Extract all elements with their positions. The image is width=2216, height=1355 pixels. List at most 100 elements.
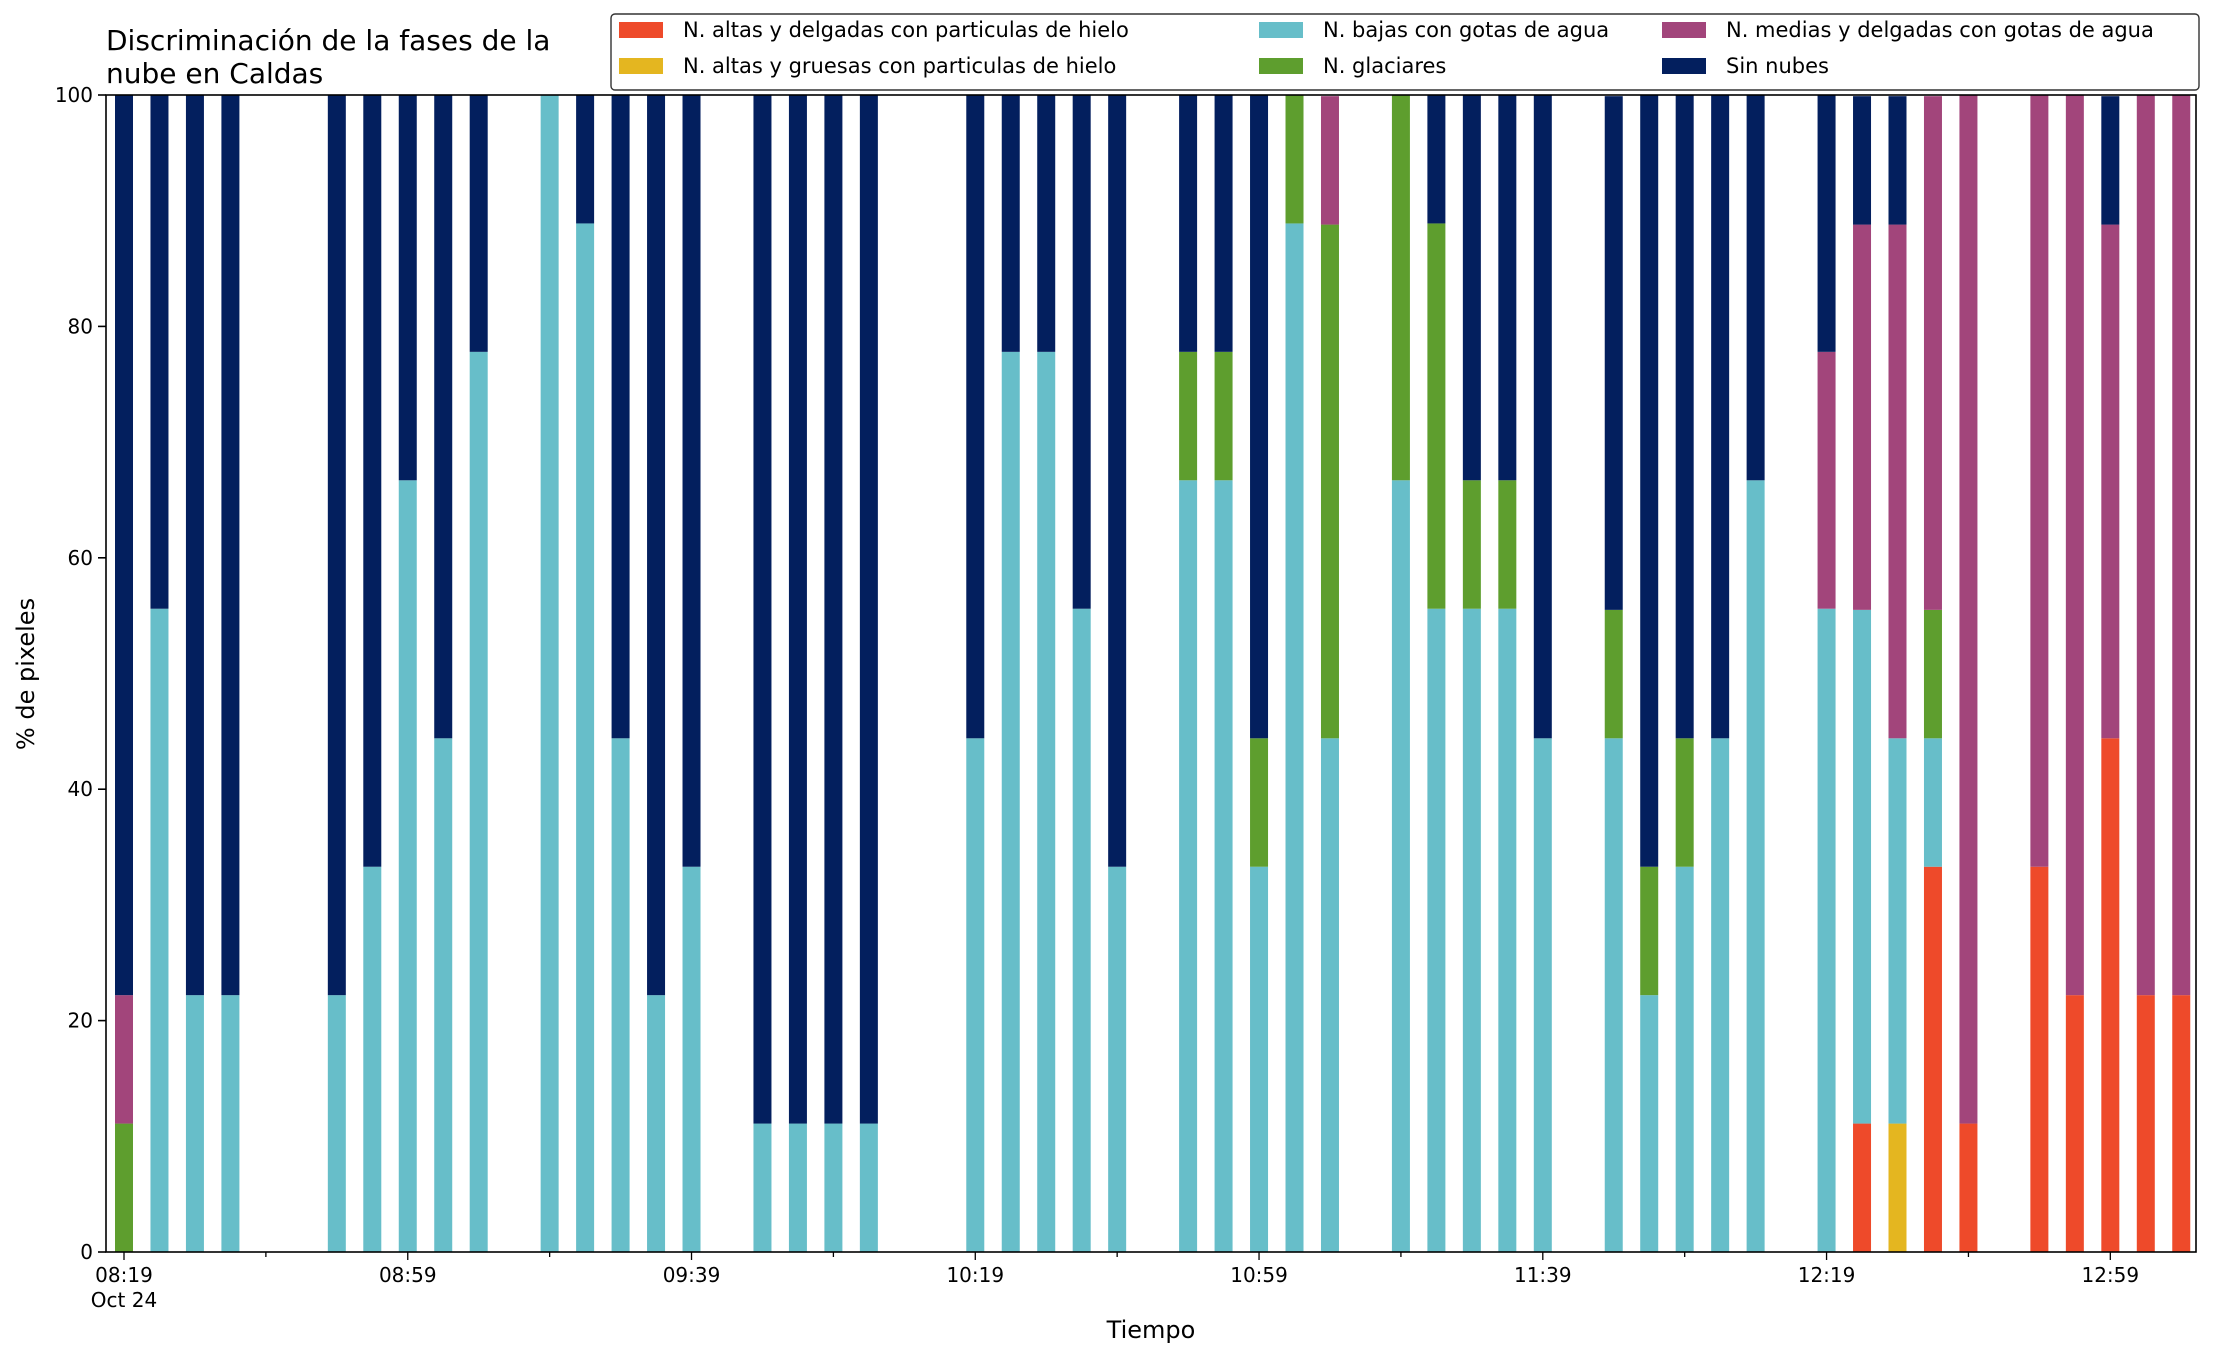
bar-segment-38-5 (1817, 95, 1836, 352)
x-tick-sublabel-0: Oct 24 (91, 1288, 157, 1312)
bar-segment-27-2 (1320, 738, 1339, 1252)
bar-segment-31-5 (1498, 95, 1517, 481)
bar-segment-37-5 (1746, 95, 1765, 481)
bar-segment-45-0 (2101, 738, 2120, 1252)
bar-segment-18-2 (966, 738, 985, 1252)
legend-swatch-5 (1662, 58, 1706, 74)
legend-swatch-1 (619, 58, 663, 74)
legend-label-2: N. bajas con gotas de agua (1323, 18, 1609, 42)
legend-swatch-0 (619, 22, 663, 38)
legend-frame (610, 13, 2200, 91)
bar-segment-19-5 (1001, 95, 1020, 352)
bar-segment-46-0 (2136, 995, 2155, 1252)
bar-segment-1-2 (150, 608, 169, 1252)
bar-segment-35-3 (1675, 738, 1694, 867)
bar-segment-33-3 (1604, 609, 1623, 739)
x-tick-label-0: 08:19 (95, 1263, 153, 1287)
bar-segment-22-2 (1108, 866, 1127, 1252)
bar-segment-37-2 (1746, 480, 1765, 1252)
bar-segment-28-2 (1391, 480, 1410, 1252)
bar-segment-17-5 (859, 95, 878, 1124)
bar-segment-16-5 (824, 95, 843, 1124)
bar-segment-18-5 (966, 95, 985, 739)
y-tick-label-100: 100 (55, 83, 93, 107)
bar-segment-25-3 (1250, 738, 1269, 867)
bar-segment-43-0 (2030, 866, 2049, 1252)
bar-segment-0-4 (115, 995, 133, 1124)
bar-segment-32-2 (1533, 738, 1552, 1252)
x-tick-label-1: 08:59 (379, 1263, 437, 1287)
plot-frame (105, 94, 2197, 1253)
bar-segment-1-5 (150, 95, 169, 609)
bar-segment-15-5 (788, 95, 807, 1124)
bar-segment-23-3 (1179, 351, 1198, 481)
legend-swatch-4 (1662, 22, 1706, 38)
bar-segment-44-0 (2065, 995, 2084, 1252)
bar-segment-36-2 (1711, 738, 1730, 1252)
bar-segment-17-2 (859, 1123, 878, 1252)
legend-label-0: N. altas y delgadas con particulas de hi… (683, 18, 1129, 42)
bar-segment-21-5 (1072, 95, 1091, 609)
bar-segment-39-2 (1853, 609, 1872, 1124)
bar-segment-0-5 (115, 95, 133, 996)
x-tick-label-7: 12:59 (2081, 1263, 2139, 1287)
bar-segment-3-2 (221, 995, 240, 1252)
bar-segment-30-2 (1462, 608, 1481, 1252)
bar-segment-10-5 (576, 95, 595, 224)
bar-segment-27-4 (1320, 96, 1339, 225)
bar-segment-6-5 (398, 95, 417, 481)
bar-segment-47-0 (2172, 995, 2191, 1252)
bar-segment-31-3 (1498, 480, 1517, 609)
legend-label-4: N. medias y delgadas con gotas de agua (1726, 18, 2154, 42)
bar-segment-47-4 (2172, 95, 2191, 996)
x-tick-label-2: 09:39 (663, 1263, 721, 1287)
legend-items: N. altas y delgadas con particulas de hi… (619, 18, 2154, 78)
bar-segment-40-4 (1888, 224, 1907, 739)
bar-segment-7-5 (434, 95, 453, 739)
bar-segment-36-5 (1711, 95, 1730, 739)
bar-segment-8-5 (469, 95, 488, 352)
bar-segment-12-5 (647, 95, 666, 996)
bar-segment-46-4 (2136, 95, 2155, 996)
bar-segment-42-0 (1959, 1123, 1978, 1252)
bar-segment-33-5 (1604, 96, 1623, 610)
bar-segment-24-5 (1214, 95, 1233, 352)
y-axis: 0 20 40 60 80 100 (55, 83, 106, 1264)
bar-segment-11-5 (611, 95, 630, 739)
bar-segment-23-2 (1179, 480, 1198, 1252)
x-axis-title: Tiempo (1106, 1316, 1196, 1344)
bar-segment-43-4 (2030, 95, 2049, 867)
bar-segment-14-5 (753, 95, 772, 1124)
bar-segment-25-2 (1250, 866, 1269, 1252)
bar-segment-29-2 (1427, 608, 1446, 1252)
chart-title-line-1: Discriminación de la fases de la (106, 24, 550, 57)
bar-segment-2-2 (185, 995, 204, 1252)
bar-segment-41-2 (1923, 738, 1942, 867)
bar-segment-30-5 (1462, 95, 1481, 481)
bar-segment-2-5 (185, 95, 204, 996)
bar-segment-23-5 (1179, 95, 1198, 352)
bar-segment-39-0 (1853, 1123, 1872, 1252)
bar-segment-38-2 (1817, 608, 1836, 1252)
x-tick-label-6: 12:19 (1798, 1263, 1856, 1287)
x-tick-label-4: 10:59 (1230, 1263, 1288, 1287)
legend: N. altas y delgadas con particulas de hi… (610, 13, 2200, 91)
bar-segment-34-3 (1640, 866, 1659, 996)
bar-segment-40-1 (1888, 1123, 1907, 1252)
bar-segment-28-3 (1391, 95, 1410, 481)
bar-segment-41-3 (1923, 609, 1942, 739)
bar-segment-33-2 (1604, 738, 1623, 1252)
bar-segment-42-4 (1959, 95, 1978, 1124)
bar-segment-41-0 (1923, 866, 1942, 1252)
bar-segment-13-5 (682, 95, 701, 867)
bar-segment-7-2 (434, 738, 453, 1252)
bar-segment-9-2 (540, 95, 559, 1252)
bar-segment-4-2 (327, 995, 346, 1252)
legend-label-3: N. glaciares (1323, 54, 1446, 78)
bar-segment-0-3 (115, 1123, 133, 1252)
bar-segment-34-2 (1640, 995, 1659, 1252)
bar-segment-26-3 (1285, 95, 1304, 224)
bar-segment-22-5 (1108, 95, 1127, 867)
